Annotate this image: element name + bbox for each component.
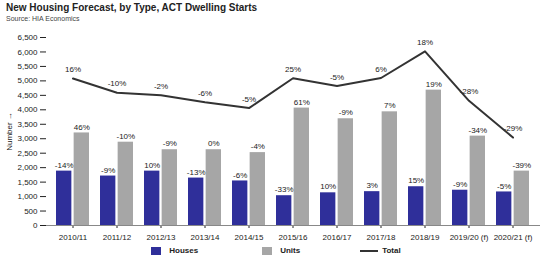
svg-text:-9%: -9%: [163, 139, 177, 148]
svg-text:-5%: -5%: [330, 73, 344, 82]
svg-text:16%: 16%: [65, 65, 81, 74]
svg-text:10%: 10%: [144, 161, 160, 170]
svg-text:3,500: 3,500: [17, 120, 38, 129]
svg-text:2011/12: 2011/12: [103, 233, 132, 242]
svg-text:2012/13: 2012/13: [147, 233, 176, 242]
svg-text:1,000: 1,000: [17, 192, 38, 201]
svg-text:2015/16: 2015/16: [279, 233, 308, 242]
svg-text:6,500: 6,500: [17, 33, 38, 42]
svg-text:5,000: 5,000: [17, 76, 38, 85]
html-text:Total: Total: [382, 246, 401, 255]
svg-text:0%: 0%: [208, 139, 220, 148]
svg-text:6%: 6%: [375, 65, 387, 74]
svg-text:46%: 46%: [74, 123, 90, 132]
html-text:Houses: Houses: [169, 246, 199, 255]
html-text:New Housing Forecast, by Type,: New Housing Forecast, by Type, ACT Dwell…: [6, 2, 258, 13]
html-text:Units: Units: [280, 246, 301, 255]
svg-text:2,500: 2,500: [17, 149, 38, 158]
svg-text:2013/14: 2013/14: [191, 233, 220, 242]
svg-text:7%: 7%: [384, 101, 396, 110]
svg-text:500: 500: [24, 207, 38, 216]
svg-text:-39%: -39%: [512, 161, 531, 170]
svg-text:-28%: -28%: [460, 87, 479, 96]
svg-text:-10%: -10%: [108, 79, 127, 88]
html-text:Source: HIA Economics: Source: HIA Economics: [6, 15, 80, 22]
svg-text:5,500: 5,500: [17, 62, 38, 71]
svg-text:0: 0: [33, 221, 38, 230]
svg-text:2018/19: 2018/19: [411, 233, 440, 242]
svg-text:4,500: 4,500: [17, 91, 38, 100]
svg-text:-9%: -9%: [101, 166, 115, 175]
svg-text:2014/15: 2014/15: [235, 233, 264, 242]
svg-text:6,000: 6,000: [17, 48, 38, 57]
svg-text:-9%: -9%: [339, 108, 353, 117]
svg-text:-6%: -6%: [233, 171, 247, 180]
svg-text:1,500: 1,500: [17, 178, 38, 187]
svg-text:61%: 61%: [294, 98, 310, 107]
svg-text:-5%: -5%: [497, 182, 511, 191]
svg-text:2017/18: 2017/18: [367, 233, 396, 242]
svg-text:2016/17: 2016/17: [323, 233, 352, 242]
svg-text:25%: 25%: [285, 65, 301, 74]
svg-text:-4%: -4%: [251, 142, 265, 151]
svg-text:-10%: -10%: [116, 132, 135, 141]
svg-text:-14%: -14%: [55, 161, 74, 170]
svg-text:-2%: -2%: [154, 82, 168, 91]
svg-text:-34%: -34%: [468, 126, 487, 135]
svg-text:15%: 15%: [408, 176, 424, 185]
svg-text:2019/20 (f): 2019/20 (f): [450, 233, 489, 242]
svg-text:-6%: -6%: [198, 89, 212, 98]
svg-text:3,000: 3,000: [17, 134, 38, 143]
svg-text:-29%: -29%: [504, 124, 523, 133]
svg-text:-13%: -13%: [187, 168, 206, 177]
svg-text:2020/21 (f): 2020/21 (f): [494, 233, 533, 242]
svg-text:4,000: 4,000: [17, 105, 38, 114]
svg-text:19%: 19%: [426, 80, 442, 89]
svg-text:-9%: -9%: [453, 180, 467, 189]
svg-text:3%: 3%: [366, 181, 378, 190]
svg-text:2010/11: 2010/11: [59, 233, 88, 242]
svg-text:2,000: 2,000: [17, 163, 38, 172]
svg-text:10%: 10%: [320, 182, 336, 191]
svg-text:18%: 18%: [417, 38, 433, 47]
svg-text:-33%: -33%: [275, 185, 294, 194]
svg-text:-5%: -5%: [242, 95, 256, 104]
svg-text:Number →: Number →: [5, 112, 14, 151]
